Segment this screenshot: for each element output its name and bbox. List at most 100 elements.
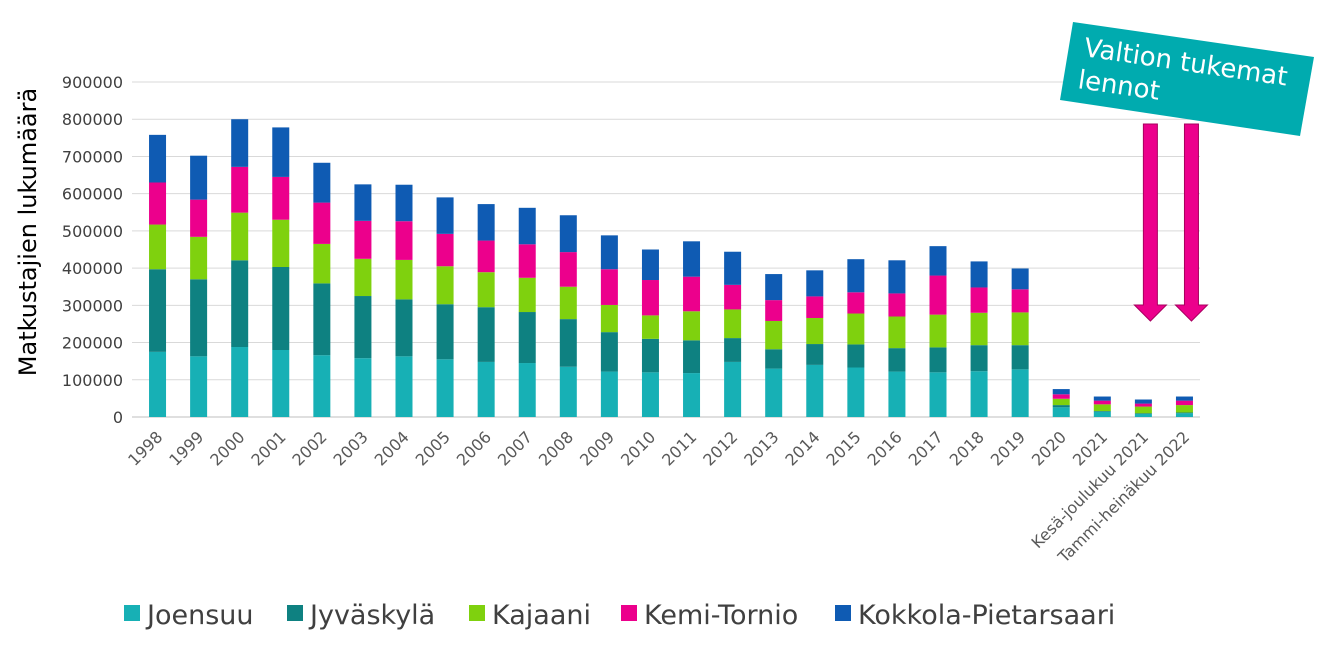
bar-segment — [1093, 396, 1111, 401]
x-tick-label: 2008 — [535, 427, 577, 469]
bar-segment — [683, 340, 701, 374]
x-tick-label: 2007 — [494, 427, 536, 469]
bar-segment — [1052, 389, 1070, 395]
bar-segment — [888, 260, 906, 294]
bar-segment — [600, 371, 618, 417]
bar-segment — [559, 366, 577, 417]
bar-segment — [395, 221, 413, 260]
legend-swatch — [287, 605, 303, 621]
bar-segment — [559, 286, 577, 320]
bar-segment — [149, 269, 167, 352]
legend-item: Kemi-Tornio — [621, 600, 798, 631]
bar-segment — [806, 344, 824, 365]
x-tick-label: 2004 — [371, 427, 413, 469]
bar-segment — [600, 269, 618, 305]
x-tick-label: 2012 — [699, 427, 741, 469]
x-tick-label: 2009 — [576, 427, 618, 469]
x-axis-ticks: 1998199920002001200220032004200520062007… — [124, 427, 1193, 567]
bar-segment — [313, 162, 331, 203]
bar-segment — [1175, 396, 1193, 401]
bar-segment — [641, 372, 659, 417]
legend-swatch — [469, 605, 485, 621]
bar-segment — [231, 260, 249, 348]
legend-item: Jyväskylä — [287, 600, 435, 631]
bar-segment — [559, 252, 577, 287]
y-tick-label: 200000 — [62, 334, 123, 353]
bar-segment — [847, 313, 865, 345]
legend-swatch — [621, 605, 637, 621]
bar-segment — [436, 359, 454, 417]
bar-segment — [1011, 268, 1029, 290]
annotation-callout: Valtion tukemat lennot — [1060, 22, 1314, 136]
bar-segment — [1011, 289, 1029, 313]
bar-segment — [1134, 406, 1152, 414]
bar-segment — [1093, 411, 1111, 417]
bar-segment — [1093, 400, 1111, 405]
bar-segment — [1134, 399, 1152, 404]
bar-segment — [806, 317, 824, 345]
legend-label: Kokkola-Pietarsaari — [858, 600, 1115, 631]
legend: Joensuu Jyväskylä Kajaani Kemi-Tornio Kokkol… — [124, 600, 1115, 631]
bar-segment — [600, 332, 618, 372]
bar-segment — [1175, 405, 1193, 413]
bar-segment — [765, 320, 783, 350]
x-tick-label: 2015 — [822, 427, 864, 469]
bar-segment — [1011, 369, 1029, 417]
x-tick-label: 2016 — [864, 427, 906, 469]
bar-segment — [1134, 403, 1152, 407]
bar-segment — [436, 266, 454, 305]
x-tick-label: 2005 — [412, 427, 454, 469]
bar-segment — [970, 312, 988, 346]
bar-segment — [354, 220, 372, 259]
bar-segment — [231, 347, 249, 417]
bar-segment — [477, 307, 495, 362]
bar-segment — [395, 184, 413, 222]
annotation-arrows — [1133, 123, 1209, 322]
x-tick-label: 2000 — [206, 427, 248, 469]
bar-segment — [1175, 413, 1193, 417]
bar-segment — [395, 259, 413, 300]
bar-segment — [888, 348, 906, 372]
bar-segment — [970, 261, 988, 288]
bar-segment — [149, 134, 167, 183]
x-tick-label: 2017 — [905, 427, 947, 469]
bar-segment — [518, 244, 536, 278]
y-tick-label: 300000 — [62, 296, 123, 315]
bar-segment — [683, 276, 701, 312]
x-tick-label: 2020 — [1028, 427, 1070, 469]
bar-segment — [683, 373, 701, 417]
x-tick-label: 2003 — [330, 427, 372, 469]
bar-segment — [1052, 398, 1070, 406]
bar-segment — [929, 314, 947, 348]
bar-segment — [641, 249, 659, 281]
bar-segment — [190, 279, 208, 357]
y-tick-label: 400000 — [62, 259, 123, 278]
x-tick-label: 2018 — [946, 427, 988, 469]
bar-segment — [272, 266, 290, 350]
bar-segment — [190, 199, 208, 237]
bar-segment — [518, 363, 536, 417]
bar-segment — [313, 243, 331, 284]
legend-item: Kokkola-Pietarsaari — [835, 600, 1115, 631]
bar-segment — [1134, 414, 1152, 417]
down-arrow-icon — [1133, 123, 1168, 322]
bar-segment — [231, 166, 249, 213]
bar-segment — [1175, 412, 1193, 414]
legend-label: Jyväskylä — [308, 600, 435, 631]
y-tick-label: 0 — [113, 408, 123, 427]
bar-segment — [683, 311, 701, 341]
bar-segment — [929, 275, 947, 315]
y-tick-label: 100000 — [62, 371, 123, 390]
bar-segment — [149, 182, 167, 225]
x-tick-label: 2014 — [781, 427, 823, 469]
bar-segment — [436, 233, 454, 267]
x-tick-label: 1999 — [165, 427, 207, 469]
bar-segment — [970, 345, 988, 372]
x-tick-label: 2011 — [658, 427, 700, 469]
bar-segment — [313, 202, 331, 244]
bar-segment — [272, 350, 290, 417]
bar-segment — [231, 212, 249, 261]
y-tick-label: 700000 — [62, 147, 123, 166]
bar-segment — [354, 358, 372, 417]
